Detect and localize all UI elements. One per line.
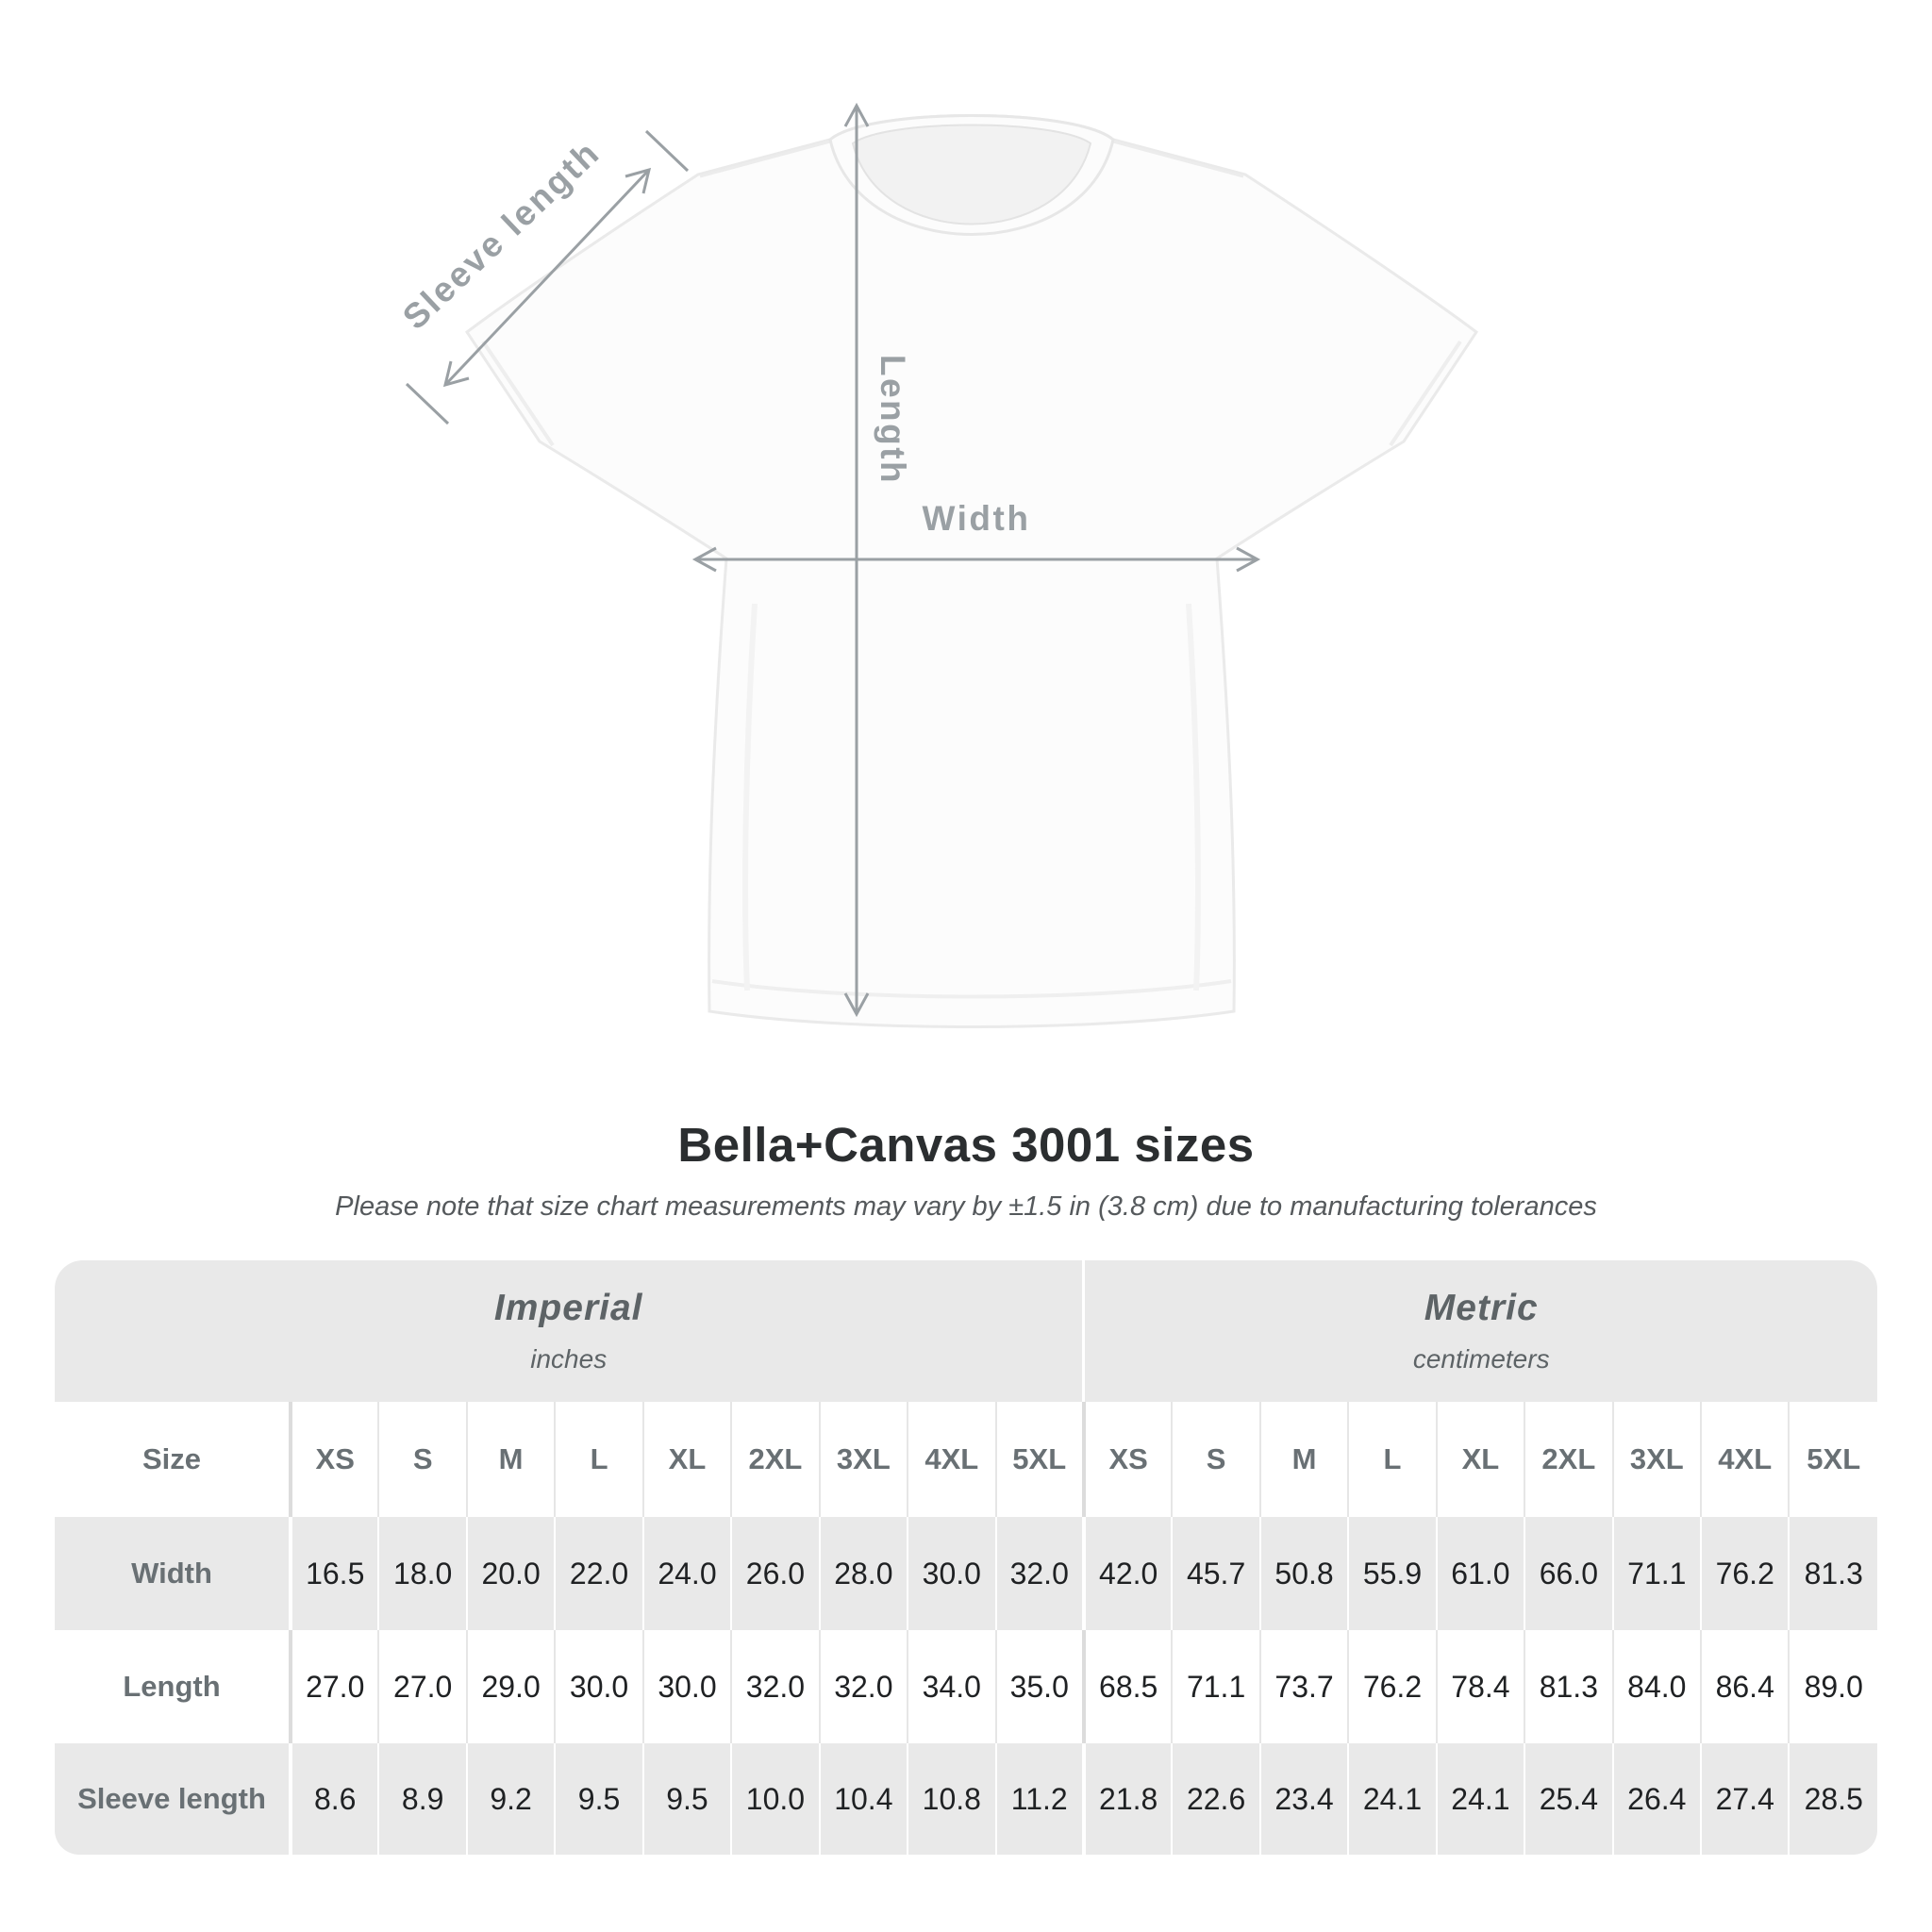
value-cell: 9.2 — [465, 1743, 556, 1855]
value-cell: 24.0 — [641, 1517, 732, 1630]
value-cell: 76.2 — [1347, 1630, 1437, 1743]
size-col-header: S — [1171, 1402, 1260, 1517]
value-cell: 61.0 — [1435, 1517, 1525, 1630]
value-cell: 30.0 — [641, 1630, 732, 1743]
size-col-header: 2XL — [1524, 1402, 1613, 1517]
size-col-header: XS — [288, 1402, 379, 1517]
value-cell: 24.1 — [1347, 1743, 1437, 1855]
value-cell: 84.0 — [1611, 1630, 1701, 1743]
size-col-header: 5XL — [994, 1402, 1084, 1517]
value-cell: 8.9 — [377, 1743, 467, 1855]
value-cell: 27.0 — [377, 1630, 467, 1743]
tshirt-diagram-svg: Length Width Sleeve length — [395, 102, 1479, 1028]
length-row: Length 27.0 27.0 29.0 30.0 30.0 32.0 32.… — [55, 1630, 1877, 1743]
size-table: Imperial inches Metric centimeters Size … — [55, 1260, 1877, 1855]
size-col-header: 2XL — [730, 1402, 820, 1517]
imperial-label: Imperial — [493, 1288, 643, 1328]
tshirt-measurement-diagram: Length Width Sleeve length — [395, 102, 1479, 1028]
imperial-units: inches — [530, 1344, 608, 1374]
value-cell: 22.6 — [1171, 1743, 1260, 1855]
size-header-row: Size XS S M L XL 2XL 3XL 4XL 5XL XS S M … — [55, 1402, 1877, 1517]
sleeve-length-row: Sleeve length 8.6 8.9 9.2 9.5 9.5 10.0 1… — [55, 1743, 1877, 1855]
size-col-header: XL — [641, 1402, 732, 1517]
value-cell: 26.4 — [1611, 1743, 1701, 1855]
size-col-header: M — [1258, 1402, 1349, 1517]
value-cell: 26.0 — [730, 1517, 820, 1630]
value-cell: 71.1 — [1171, 1630, 1260, 1743]
value-cell: 73.7 — [1258, 1630, 1349, 1743]
value-cell: 32.0 — [994, 1517, 1084, 1630]
value-cell: 34.0 — [907, 1630, 996, 1743]
value-cell: 24.1 — [1435, 1743, 1525, 1855]
sleeve-length-arrow — [405, 129, 690, 425]
row-label: Sleeve length — [55, 1743, 291, 1855]
value-cell: 50.8 — [1258, 1517, 1349, 1630]
width-label: Width — [923, 499, 1031, 538]
length-label: Length — [874, 355, 912, 485]
value-cell: 68.5 — [1081, 1630, 1173, 1743]
value-cell: 10.0 — [730, 1743, 820, 1855]
value-cell: 11.2 — [994, 1743, 1084, 1855]
value-cell: 30.0 — [554, 1630, 643, 1743]
size-col-header: 5XL — [1788, 1402, 1877, 1517]
width-arrow — [691, 546, 1261, 573]
value-cell: 22.0 — [554, 1517, 643, 1630]
value-cell: 10.4 — [818, 1743, 908, 1855]
value-cell: 71.1 — [1611, 1517, 1701, 1630]
value-cell: 28.5 — [1788, 1743, 1877, 1855]
page-title: Bella+Canvas 3001 sizes — [677, 1118, 1255, 1172]
value-cell: 27.0 — [288, 1630, 379, 1743]
imperial-section-header: Imperial inches — [55, 1260, 1084, 1402]
value-cell: 9.5 — [641, 1743, 732, 1855]
tolerance-note: Please note that size chart measurements… — [335, 1191, 1597, 1222]
size-col-header: L — [1347, 1402, 1437, 1517]
value-cell: 21.8 — [1081, 1743, 1173, 1855]
metric-units: centimeters — [1412, 1344, 1550, 1374]
metric-label: Metric — [1424, 1288, 1539, 1328]
value-cell: 9.5 — [554, 1743, 643, 1855]
row-label: Length — [55, 1630, 291, 1743]
value-cell: 32.0 — [818, 1630, 908, 1743]
size-col-header: L — [554, 1402, 643, 1517]
size-col-header: S — [377, 1402, 467, 1517]
size-col-header: 3XL — [818, 1402, 908, 1517]
value-cell: 42.0 — [1081, 1517, 1173, 1630]
size-col-header: M — [465, 1402, 556, 1517]
value-cell: 10.8 — [907, 1743, 996, 1855]
value-cell: 86.4 — [1699, 1630, 1790, 1743]
value-cell: 30.0 — [907, 1517, 996, 1630]
value-cell: 81.3 — [1788, 1517, 1877, 1630]
size-col-header: 3XL — [1611, 1402, 1701, 1517]
unit-band-row: Imperial inches Metric centimeters — [55, 1260, 1877, 1402]
width-row: Width 16.5 18.0 20.0 22.0 24.0 26.0 28.0… — [55, 1517, 1877, 1630]
value-cell: 8.6 — [288, 1743, 379, 1855]
value-cell: 32.0 — [730, 1630, 820, 1743]
value-cell: 55.9 — [1347, 1517, 1437, 1630]
value-cell: 20.0 — [465, 1517, 556, 1630]
value-cell: 78.4 — [1435, 1630, 1525, 1743]
value-cell: 76.2 — [1699, 1517, 1790, 1630]
row-label: Width — [55, 1517, 291, 1630]
value-cell: 18.0 — [377, 1517, 467, 1630]
size-header: Size — [55, 1402, 291, 1517]
size-col-header: 4XL — [1699, 1402, 1790, 1517]
value-cell: 89.0 — [1788, 1630, 1877, 1743]
value-cell: 29.0 — [465, 1630, 556, 1743]
value-cell: 23.4 — [1258, 1743, 1349, 1855]
value-cell: 45.7 — [1171, 1517, 1260, 1630]
tshirt-illustration — [464, 114, 1479, 1028]
value-cell: 25.4 — [1524, 1743, 1613, 1855]
value-cell: 16.5 — [288, 1517, 379, 1630]
value-cell: 66.0 — [1524, 1517, 1613, 1630]
size-col-header: XL — [1435, 1402, 1525, 1517]
size-col-header: 4XL — [907, 1402, 996, 1517]
value-cell: 28.0 — [818, 1517, 908, 1630]
value-cell: 27.4 — [1699, 1743, 1790, 1855]
metric-section-header: Metric centimeters — [1082, 1260, 1877, 1402]
size-col-header: XS — [1081, 1402, 1173, 1517]
value-cell: 81.3 — [1524, 1630, 1613, 1743]
value-cell: 35.0 — [994, 1630, 1084, 1743]
